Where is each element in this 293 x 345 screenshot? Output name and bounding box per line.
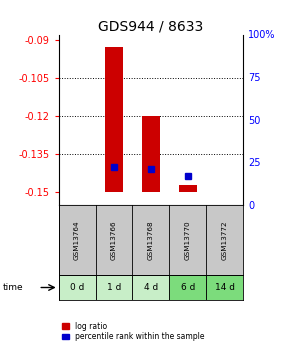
Bar [206,275,243,300]
Bar [179,185,197,192]
Text: GSM13768: GSM13768 [148,220,154,260]
Text: GSM13772: GSM13772 [222,220,228,260]
Text: GSM13764: GSM13764 [74,220,80,260]
Bar [169,275,206,300]
Title: GDS944 / 8633: GDS944 / 8633 [98,19,204,33]
Text: 6 d: 6 d [180,283,195,292]
Text: GSM13770: GSM13770 [185,220,191,260]
Text: GSM13766: GSM13766 [111,220,117,260]
Text: time: time [3,283,23,292]
Bar [132,275,169,300]
Text: 1 d: 1 d [107,283,121,292]
Text: 14 d: 14 d [215,283,235,292]
Bar [142,116,160,192]
Bar [105,47,123,192]
Text: 0 d: 0 d [70,283,84,292]
Bar [96,275,132,300]
Legend: log ratio, percentile rank within the sample: log ratio, percentile rank within the sa… [62,322,204,341]
Bar [59,275,96,300]
Text: 4 d: 4 d [144,283,158,292]
